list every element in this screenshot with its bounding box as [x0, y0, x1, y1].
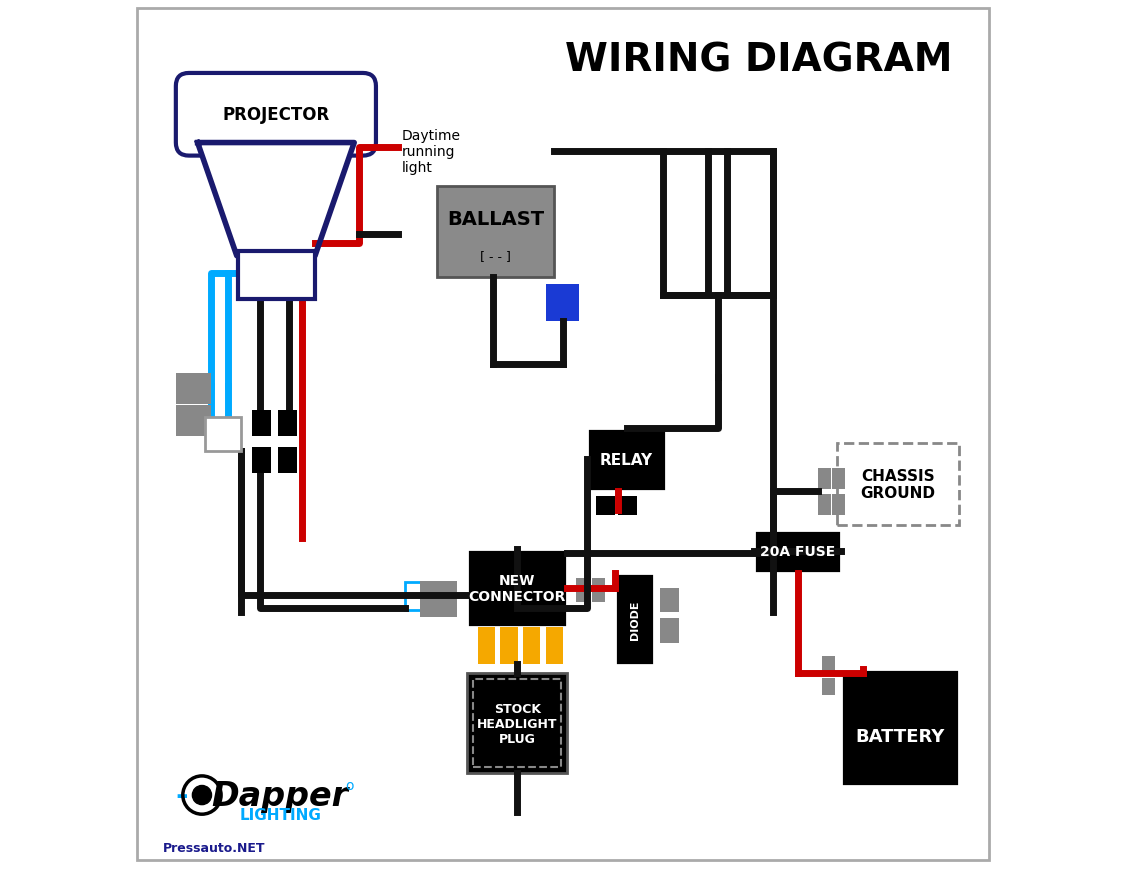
Bar [588, 428, 665, 491]
Bar [837, 443, 959, 526]
Bar [205, 417, 241, 452]
Text: +: + [852, 646, 869, 665]
Bar [817, 468, 831, 489]
Bar [251, 448, 270, 474]
Text: Pressauto.NET: Pressauto.NET [163, 841, 266, 853]
Bar [420, 581, 439, 604]
Text: Dapper: Dapper [212, 779, 349, 812]
Bar [754, 530, 841, 574]
Text: BATTERY: BATTERY [856, 727, 945, 746]
Text: 20A FUSE: 20A FUSE [760, 545, 835, 559]
Bar [467, 673, 568, 773]
Text: CHASSIS
GROUND: CHASSIS GROUND [860, 468, 936, 501]
Text: DIODE: DIODE [629, 600, 640, 639]
Bar [251, 410, 270, 436]
Bar [473, 680, 561, 767]
Bar [191, 374, 211, 404]
Bar [176, 374, 195, 404]
Bar [176, 406, 195, 436]
Bar [546, 627, 563, 664]
Polygon shape [197, 143, 355, 256]
Bar [822, 678, 835, 695]
Bar [278, 410, 297, 436]
Bar [546, 285, 579, 322]
Bar [438, 581, 457, 604]
Bar [522, 627, 540, 664]
FancyBboxPatch shape [176, 74, 376, 156]
Text: o: o [346, 779, 354, 793]
Bar [822, 656, 835, 673]
Text: Daytime
running
light: Daytime running light [402, 129, 461, 176]
Bar [467, 549, 568, 627]
Bar [618, 496, 637, 515]
Text: -: - [176, 780, 188, 810]
Bar [278, 436, 297, 448]
Bar [191, 406, 211, 436]
Bar [477, 627, 495, 664]
Bar [660, 588, 679, 613]
Text: STOCK
HEADLIGHT
PLUG: STOCK HEADLIGHT PLUG [477, 702, 557, 745]
Bar [420, 594, 439, 617]
Bar [251, 436, 270, 448]
Text: WIRING DIAGRAM: WIRING DIAGRAM [565, 42, 953, 80]
Bar [841, 669, 959, 786]
Text: [ - - ]: [ - - ] [480, 249, 511, 262]
Bar [438, 594, 457, 617]
Bar [615, 574, 654, 665]
Text: PROJECTOR: PROJECTOR [222, 106, 330, 123]
Bar [596, 496, 615, 515]
Bar [660, 619, 679, 643]
Bar [832, 468, 844, 489]
Bar [437, 187, 554, 278]
Bar [577, 578, 589, 602]
Text: RELAY: RELAY [600, 452, 653, 468]
Bar [278, 448, 297, 474]
Bar [832, 494, 844, 515]
Text: LIGHTING: LIGHTING [240, 806, 321, 822]
Text: -: - [936, 646, 944, 665]
Circle shape [193, 786, 212, 805]
Bar [239, 252, 315, 300]
Bar [817, 494, 831, 515]
Bar [591, 578, 605, 602]
Text: BALLAST: BALLAST [447, 210, 544, 229]
Text: NEW
CONNECTOR: NEW CONNECTOR [468, 574, 566, 603]
Bar [500, 627, 518, 664]
Bar [404, 582, 423, 610]
